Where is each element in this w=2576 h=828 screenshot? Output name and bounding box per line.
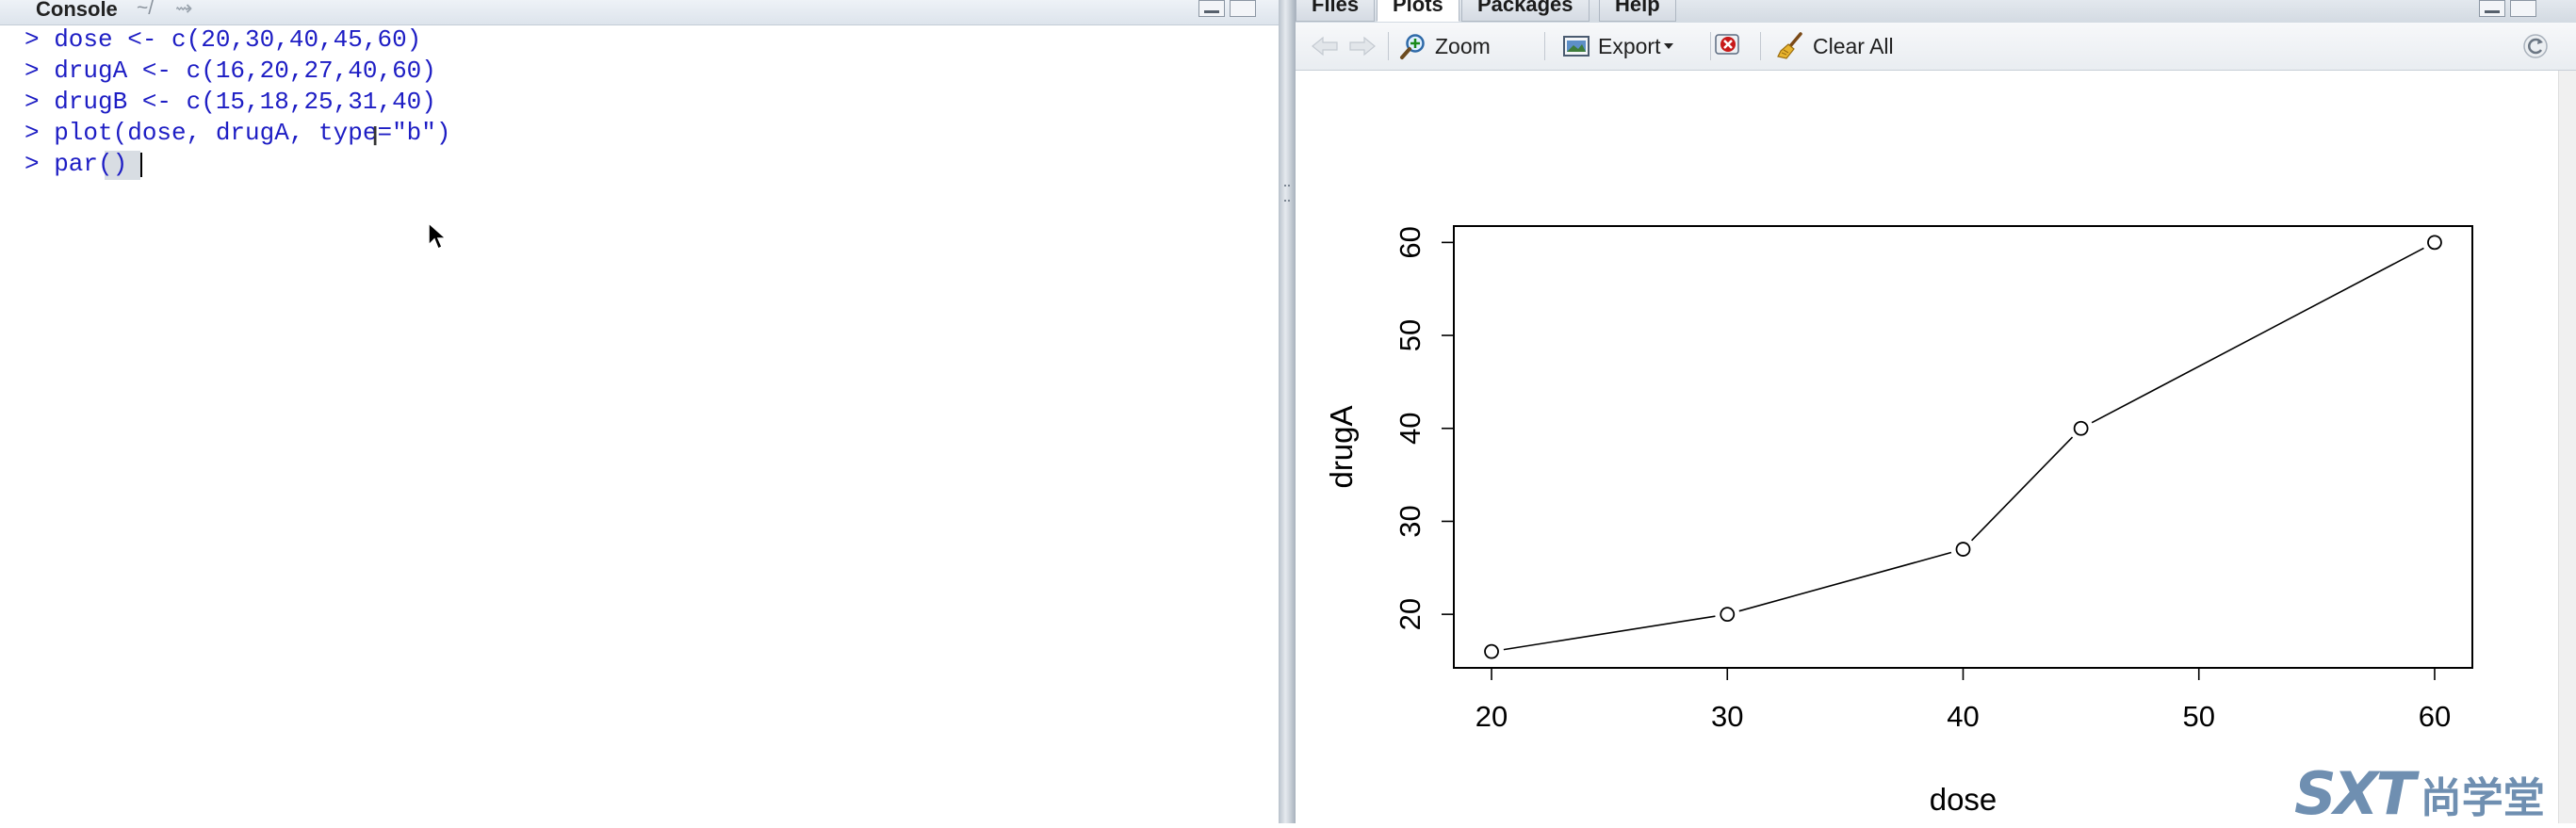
y-tick-label: 50: [1394, 319, 1427, 351]
paren-match-highlight: [105, 151, 140, 180]
toolbar-separator: [1760, 32, 1761, 60]
x-axis-title: dose: [1930, 782, 1997, 817]
pane-splitter[interactable]: [1279, 0, 1296, 823]
y-tick-label: 20: [1394, 598, 1427, 630]
data-point: [1484, 643, 1499, 659]
remove-plot-button[interactable]: [1713, 23, 1751, 70]
mouse-pointer-icon: [428, 222, 447, 251]
maximize-pane-button[interactable]: [1230, 0, 1256, 17]
plots-toolbar: Zoom Export: [1296, 23, 2576, 71]
console-title[interactable]: Console: [36, 0, 118, 21]
data-point: [1955, 542, 1971, 557]
export-image-icon: [1563, 36, 1590, 57]
arrow-left-icon: [1312, 36, 1338, 57]
series-line-segment: [1971, 436, 2074, 542]
series-line-segment: [1503, 615, 1716, 651]
tab-files[interactable]: Files: [1296, 0, 1376, 22]
y-tick-label: 30: [1394, 505, 1427, 537]
x-tick-label: 20: [1475, 700, 1508, 733]
y-tick-label: 40: [1394, 413, 1427, 445]
refresh-icon: [2523, 34, 2548, 58]
x-tick-label: 40: [1947, 700, 1979, 733]
clear-all-button[interactable]: Clear All: [1777, 23, 1894, 70]
previous-plot-button[interactable]: [1311, 23, 1339, 70]
tab-plots[interactable]: Plots: [1377, 0, 1459, 22]
arrow-right-icon: [1349, 36, 1376, 57]
x-tick-label: 30: [1711, 700, 1743, 733]
text-cursor: [140, 153, 142, 177]
console-header: Console ~/ ⇝: [0, 0, 1279, 25]
x-tick-label: 60: [2419, 700, 2451, 733]
clear-all-label: Clear All: [1813, 33, 1894, 58]
minimize-pane-button[interactable]: [1198, 0, 1225, 17]
x-tick-label: 50: [2182, 700, 2214, 733]
watermark: SXT 尚学堂: [2294, 759, 2545, 828]
console-line: > drugA <- c(16,20,27,40,60): [24, 57, 436, 85]
data-point: [2073, 420, 2089, 436]
watermark-logo: SXT: [2294, 759, 2416, 828]
tab-packages[interactable]: Packages: [1461, 0, 1590, 22]
console-line: > drugB <- c(15,18,25,31,40): [24, 88, 436, 116]
plot-svg: 20 30 40 50 60 20 30 40 50 60 dose drugA: [1324, 225, 2473, 817]
refresh-plot-button[interactable]: [2520, 23, 2551, 70]
y-axis-title: drugA: [1324, 405, 1359, 488]
minimize-plots-pane-button[interactable]: [2479, 0, 2505, 17]
pane-tabs: Files Plots Packages Help: [1296, 0, 2576, 24]
console-output[interactable]: > dose <- c(20,30,40,45,60) > drugA <- c…: [0, 24, 1279, 823]
plot-box: [1453, 225, 2473, 669]
magnifier-zoom-icon: [1400, 34, 1425, 59]
y-tick-label: 60: [1394, 226, 1427, 258]
plots-pane: Files Plots Packages Help Zoom: [1296, 0, 2576, 823]
series-line-segment: [2091, 247, 2424, 424]
data-point: [1720, 607, 1736, 623]
console-line: > plot(dose, drugA, type="b"): [24, 119, 451, 147]
toolbar-separator: [1710, 32, 1711, 60]
vertical-scrollbar[interactable]: [2558, 71, 2576, 823]
ibeam-cursor-icon: I: [371, 121, 380, 152]
export-menu-button[interactable]: Export: [1562, 23, 1674, 70]
maximize-plots-pane-button[interactable]: [2510, 0, 2536, 17]
next-plot-button[interactable]: [1348, 23, 1377, 70]
console-input-line[interactable]: > par(): [24, 150, 128, 178]
watermark-text: 尚学堂: [2420, 773, 2545, 822]
console-path[interactable]: ~/: [137, 0, 155, 19]
series-line-segment: [1738, 551, 1952, 612]
zoom-button[interactable]: Zoom: [1399, 23, 1491, 70]
tab-help[interactable]: Help: [1599, 0, 1676, 22]
broom-icon: [1777, 32, 1802, 59]
data-point: [2427, 235, 2442, 251]
toolbar-separator: [1544, 32, 1545, 60]
go-to-directory-icon[interactable]: ⇝: [175, 0, 193, 20]
console-pane: Console ~/ ⇝ > dose <- c(20,30,40,45,60)…: [0, 0, 1279, 823]
zoom-label: Zoom: [1435, 33, 1491, 58]
console-line: > dose <- c(20,30,40,45,60): [24, 25, 422, 54]
remove-plot-icon: [1715, 34, 1739, 55]
plot-canvas: 20 30 40 50 60 20 30 40 50 60 dose drugA: [1296, 71, 2576, 823]
dropdown-caret-icon: [1664, 43, 1674, 49]
export-label: Export: [1598, 33, 1661, 58]
toolbar-separator: [1388, 32, 1389, 60]
splitter-grip-icon: [1284, 185, 1290, 202]
